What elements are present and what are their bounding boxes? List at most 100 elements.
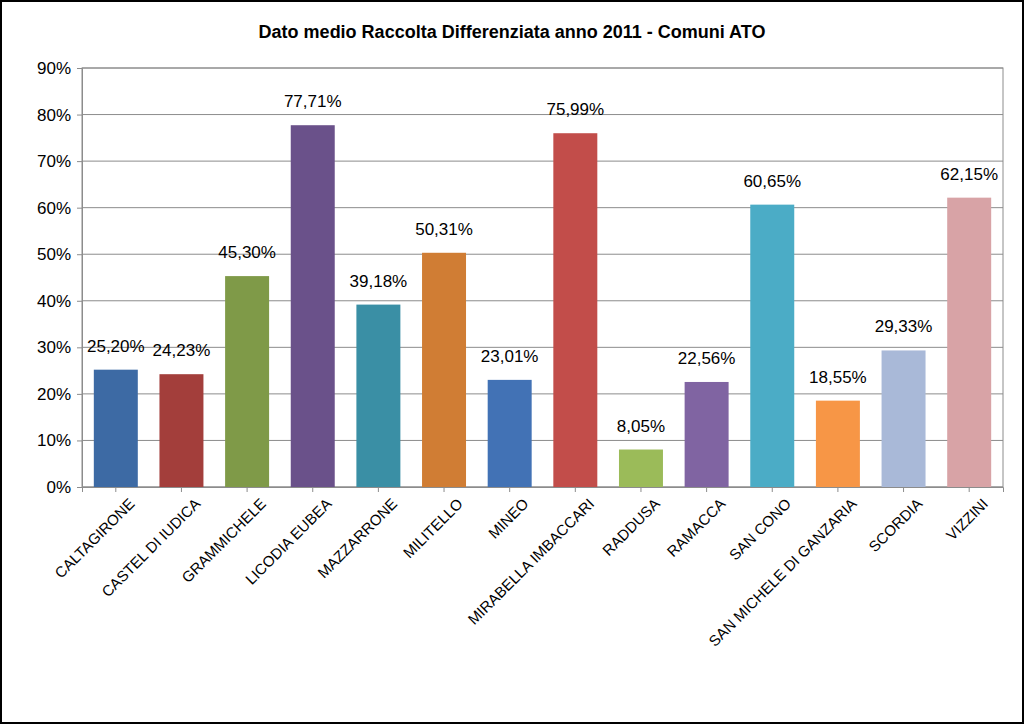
- y-tick-label: 0%: [46, 478, 71, 497]
- y-tick-mark: [77, 161, 82, 162]
- data-label: 60,65%: [743, 172, 801, 191]
- data-label: 39,18%: [350, 272, 408, 291]
- x-tick-mark: [181, 487, 182, 492]
- y-tick-label: 30%: [37, 338, 71, 357]
- y-tick-label: 60%: [37, 199, 71, 218]
- grid-line: [82, 440, 1003, 441]
- y-tick: 50%: [37, 245, 82, 264]
- x-tick: VIZZINI: [943, 487, 992, 543]
- bar: [422, 253, 466, 487]
- bar: [356, 305, 400, 487]
- x-tick-mark: [312, 487, 313, 492]
- grid-line: [82, 161, 1003, 162]
- x-axis-line: [83, 488, 1004, 493]
- y-tick-label: 40%: [37, 292, 71, 311]
- x-tick-mark: [247, 487, 248, 492]
- x-tick-mark: [903, 487, 904, 492]
- y-tick-mark: [77, 208, 82, 209]
- bar: [159, 374, 203, 487]
- y-tick-label: 10%: [37, 431, 71, 450]
- y-tick-label: 70%: [37, 152, 71, 171]
- y-tick-label: 50%: [37, 245, 71, 264]
- grid-line: [82, 68, 1003, 69]
- x-tick-label: VIZZINI: [943, 495, 992, 544]
- y-axis: 0% 10% 20% 30% 40% 50% 60% 70% 80% 90%: [37, 59, 83, 497]
- bars: [94, 125, 991, 487]
- bar: [685, 382, 729, 487]
- x-tick: SCORDIA: [865, 487, 925, 555]
- x-axis: CALTAGIRONECASTEL DI IUDICAGRAMMICHELELI…: [51, 487, 1003, 650]
- y-axis-line: [77, 69, 83, 488]
- bar: [882, 350, 926, 487]
- bar: [225, 276, 269, 487]
- x-tick-mark: [115, 487, 116, 492]
- data-label: 50,31%: [415, 220, 473, 239]
- x-tick: MAZZARRONE: [314, 487, 400, 581]
- x-tick-mark: [509, 487, 510, 492]
- x-tick-label: SAN MICHELE DI GANZARIA: [705, 495, 860, 650]
- y-tick-mark: [77, 487, 82, 488]
- x-tick-mark: [575, 487, 576, 492]
- y-tick: 80%: [37, 105, 82, 124]
- x-tick-mark: [640, 487, 641, 492]
- bar: [488, 380, 532, 487]
- bar: [94, 370, 138, 487]
- x-tick-mark: [378, 487, 379, 492]
- bar: [553, 133, 597, 487]
- y-tick: 60%: [37, 199, 82, 218]
- y-tick-label: 90%: [37, 59, 71, 78]
- data-label: 62,15%: [940, 165, 998, 184]
- y-tick-mark: [77, 68, 82, 69]
- y-tick-mark: [77, 254, 82, 255]
- data-label: 22,56%: [678, 349, 736, 368]
- x-tick: MILITELLO: [400, 487, 466, 561]
- data-label: 77,71%: [284, 92, 342, 111]
- y-tick-mark: [77, 394, 82, 395]
- data-label: 29,33%: [875, 317, 933, 336]
- data-label: 23,01%: [481, 347, 539, 366]
- data-label: 75,99%: [546, 100, 604, 119]
- x-tick: RADDUSA: [599, 487, 663, 559]
- y-tick-mark: [77, 115, 82, 116]
- y-tick-mark: [77, 440, 82, 441]
- x-tick-label: RADDUSA: [599, 495, 663, 559]
- x-tick-label: MILITELLO: [400, 495, 466, 561]
- x-tick-label: SAN CONO: [726, 495, 795, 564]
- bar: [619, 450, 663, 487]
- x-tick-mark: [772, 487, 773, 492]
- grid-line: [82, 300, 1003, 301]
- x-tick: SAN MICHELE DI GANZARIA: [705, 487, 860, 650]
- x-tick-mark: [969, 487, 970, 492]
- x-tick-label: MAZZARRONE: [314, 495, 400, 581]
- grid-line: [82, 114, 1003, 115]
- x-tick: RAMACCA: [663, 487, 728, 560]
- data-label: 18,55%: [809, 368, 867, 387]
- x-tick: MINEO: [485, 487, 532, 542]
- data-label: 24,23%: [153, 341, 211, 360]
- y-tick: 40%: [37, 292, 82, 311]
- x-tick-mark: [837, 487, 838, 492]
- bar: [816, 401, 860, 487]
- grid-line: [82, 207, 1003, 208]
- title: Dato medio Raccolta Differenziata anno 2…: [259, 22, 766, 42]
- chart-frame: [1, 1, 1023, 723]
- y-tick-label: 20%: [37, 385, 71, 404]
- bar: [291, 125, 335, 487]
- data-labels: 25,20%24,23%45,30%77,71%39,18%50,31%23,0…: [87, 92, 998, 435]
- y-tick-label: 80%: [37, 105, 71, 124]
- x-tick: MIRABELLA IMBACCARI: [464, 487, 597, 628]
- plot-frame: [82, 68, 1003, 487]
- x-tick-label: MIRABELLA IMBACCARI: [464, 495, 597, 628]
- bar: [947, 198, 991, 487]
- y-tick: 10%: [37, 431, 82, 450]
- x-tick-label: MINEO: [485, 495, 532, 542]
- data-label: 8,05%: [617, 417, 665, 436]
- y-tick: 0%: [46, 478, 82, 497]
- y-tick-mark: [77, 301, 82, 302]
- grid: [82, 68, 1003, 487]
- bar: [750, 205, 794, 487]
- grid-line: [82, 393, 1003, 394]
- x-tick-label: RAMACCA: [663, 495, 728, 560]
- grid-line: [82, 347, 1003, 348]
- data-label: 45,30%: [218, 243, 276, 262]
